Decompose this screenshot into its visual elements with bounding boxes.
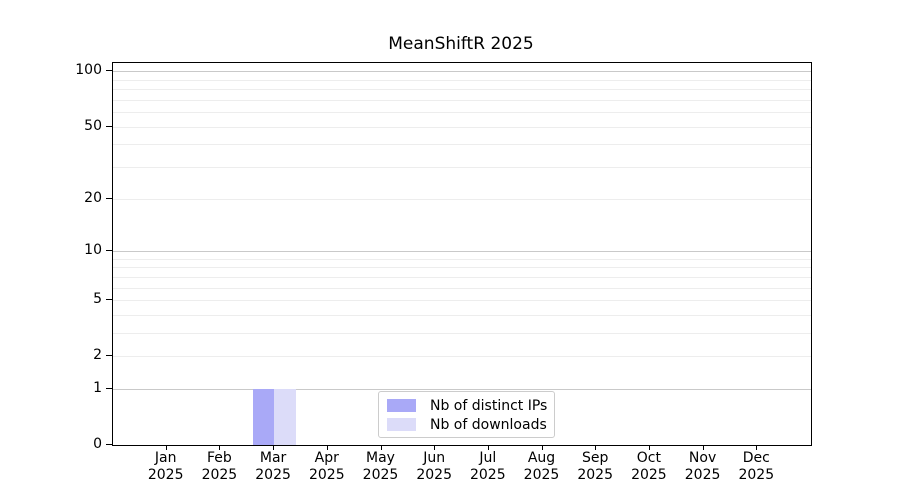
x-tick-aug-2025 bbox=[541, 445, 543, 450]
x-tick-apr-2025 bbox=[326, 445, 328, 450]
chart-title: MeanShiftR 2025 bbox=[388, 34, 534, 54]
x-tick-label-mar-2025: Mar 2025 bbox=[255, 450, 291, 483]
legend-swatch-downloads bbox=[387, 418, 416, 431]
legend-item-downloads: Nb of downloads bbox=[387, 415, 554, 434]
legend: Nb of distinct IPs Nb of downloads bbox=[378, 391, 555, 438]
x-tick-sep-2025 bbox=[595, 445, 597, 450]
x-tick-label-nov-2025: Nov 2025 bbox=[684, 450, 721, 483]
x-tick-label-sep-2025: Sep 2025 bbox=[577, 450, 613, 483]
y-tick-label-20: 20 bbox=[84, 189, 102, 206]
y-tick-label-100: 100 bbox=[75, 62, 102, 79]
major-gridline-100 bbox=[113, 71, 811, 73]
minor-gridline-3 bbox=[113, 332, 811, 334]
minor-gridline-60 bbox=[113, 112, 811, 114]
y-tick-label-10: 10 bbox=[84, 241, 102, 258]
x-tick-jul-2025 bbox=[487, 445, 489, 450]
minor-gridline-8 bbox=[113, 267, 811, 269]
x-tick-label-aug-2025: Aug 2025 bbox=[523, 450, 560, 483]
minor-gridline-6 bbox=[113, 287, 811, 289]
major-gridline-1 bbox=[113, 388, 811, 390]
y-tick-50 bbox=[106, 125, 112, 127]
minor-gridline-4 bbox=[113, 314, 811, 316]
minor-gridline-7 bbox=[113, 276, 811, 278]
y-tick-label-50: 50 bbox=[84, 117, 102, 134]
x-tick-label-dec-2025: Dec 2025 bbox=[738, 450, 775, 483]
legend-item-distinct-ips: Nb of distinct IPs bbox=[387, 396, 554, 415]
x-tick-mar-2025 bbox=[273, 445, 275, 450]
x-tick-label-may-2025: May 2025 bbox=[362, 450, 399, 483]
x-tick-jun-2025 bbox=[434, 445, 436, 450]
y-tick-20 bbox=[106, 197, 112, 199]
bar-nb-of-distinct-ips-mar-2025 bbox=[252, 388, 275, 445]
legend-label-downloads: Nb of downloads bbox=[430, 416, 547, 433]
y-tick-10 bbox=[106, 249, 112, 251]
minor-gridline-2 bbox=[113, 356, 811, 358]
y-tick-2 bbox=[106, 355, 112, 357]
legend-swatch-distinct-ips bbox=[387, 399, 416, 412]
x-tick-label-feb-2025: Feb 2025 bbox=[201, 450, 238, 483]
y-tick-1 bbox=[106, 387, 112, 389]
legend-label-distinct-ips: Nb of distinct IPs bbox=[430, 397, 548, 414]
minor-gridline-5 bbox=[113, 299, 811, 301]
y-tick-0 bbox=[106, 444, 112, 445]
y-tick-5 bbox=[106, 298, 112, 300]
y-tick-label-1: 1 bbox=[93, 379, 102, 396]
minor-gridline-30 bbox=[113, 167, 811, 168]
x-tick-label-apr-2025: Apr 2025 bbox=[308, 450, 345, 483]
x-tick-nov-2025 bbox=[702, 445, 704, 450]
major-gridline-10 bbox=[113, 250, 811, 252]
minor-gridline-70 bbox=[113, 99, 811, 101]
minor-gridline-90 bbox=[113, 79, 811, 81]
bar-nb-of-downloads-mar-2025 bbox=[274, 388, 296, 445]
x-tick-label-oct-2025: Oct 2025 bbox=[631, 450, 667, 483]
minor-gridline-40 bbox=[113, 144, 811, 146]
x-tick-dec-2025 bbox=[756, 445, 758, 450]
plot-area bbox=[112, 62, 812, 446]
y-tick-label-5: 5 bbox=[93, 290, 102, 307]
minor-gridline-50 bbox=[113, 126, 811, 128]
x-tick-may-2025 bbox=[380, 445, 382, 450]
y-tick-label-0: 0 bbox=[93, 436, 102, 452]
y-tick-100 bbox=[106, 70, 112, 72]
y-tick-label-2: 2 bbox=[93, 347, 102, 364]
minor-gridline-80 bbox=[113, 89, 811, 91]
minor-gridline-20 bbox=[113, 198, 811, 200]
x-tick-jan-2025 bbox=[165, 445, 167, 450]
x-tick-feb-2025 bbox=[219, 445, 221, 450]
minor-gridline-9 bbox=[113, 258, 811, 260]
x-tick-oct-2025 bbox=[648, 445, 650, 450]
x-tick-label-jan-2025: Jan 2025 bbox=[147, 450, 184, 483]
x-tick-label-jul-2025: Jul 2025 bbox=[469, 450, 506, 483]
x-tick-label-jun-2025: Jun 2025 bbox=[416, 450, 452, 483]
